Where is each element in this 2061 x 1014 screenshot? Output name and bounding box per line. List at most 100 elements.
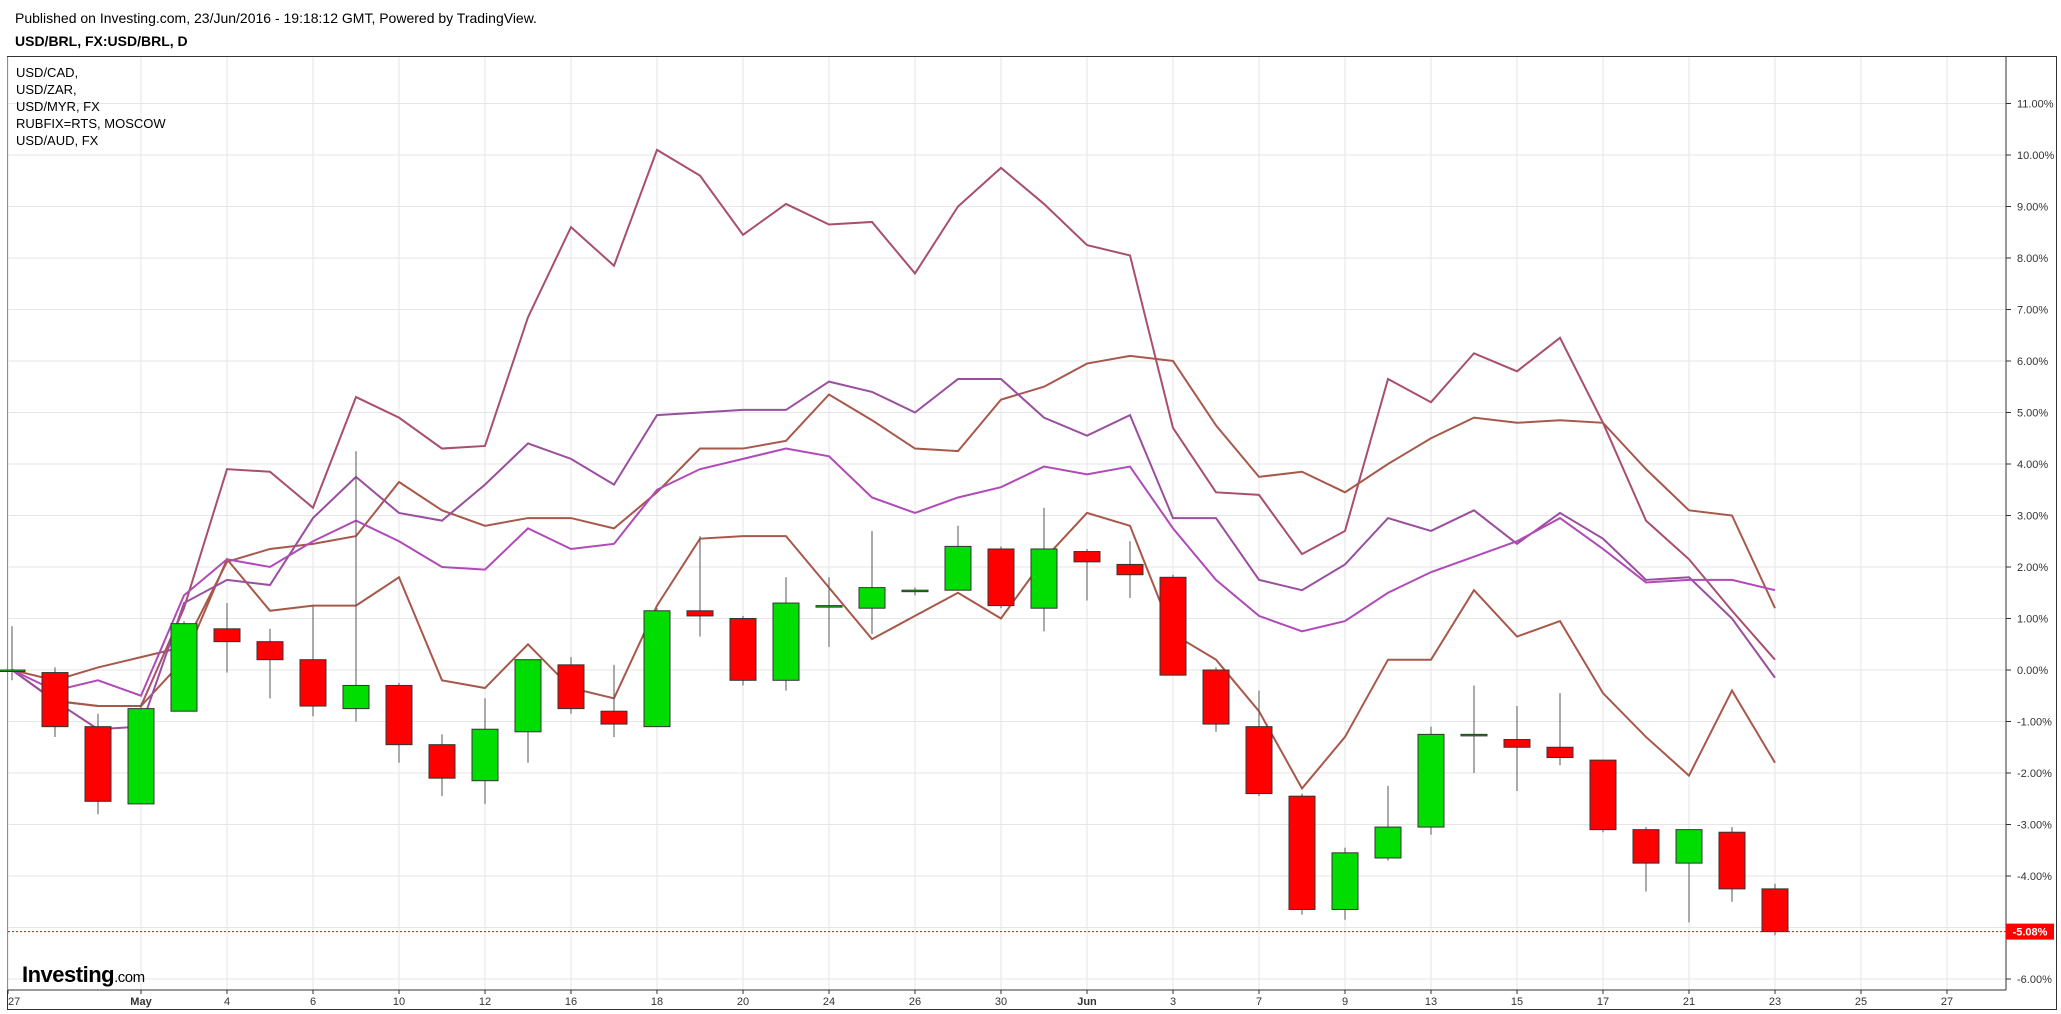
x-tick-label: 21 bbox=[1683, 996, 1695, 1008]
candle-body bbox=[557, 664, 585, 710]
candle-body bbox=[1245, 726, 1273, 795]
candle-body bbox=[1503, 739, 1531, 748]
y-tick-label: 5.00% bbox=[2017, 408, 2048, 420]
candle bbox=[1374, 785, 1402, 861]
candle-body bbox=[1030, 548, 1058, 609]
investing-logo[interactable]: Investing.com bbox=[22, 962, 145, 988]
candle-body bbox=[256, 641, 284, 661]
candle bbox=[1073, 548, 1101, 601]
legend-item[interactable]: USD/ZAR, bbox=[16, 82, 77, 97]
current-price-label: -5.08% bbox=[2013, 927, 2048, 939]
candle bbox=[299, 605, 327, 717]
candle-body bbox=[385, 684, 413, 746]
x-tick-label: 27 bbox=[1941, 996, 1953, 1008]
candle-body bbox=[901, 589, 929, 593]
x-tick-label: 23 bbox=[1769, 996, 1781, 1008]
candle bbox=[600, 664, 628, 737]
comparison-series-line bbox=[11, 378, 1776, 731]
y-tick-label: 10.00% bbox=[2017, 150, 2055, 162]
x-tick-label: 7 bbox=[1256, 996, 1262, 1008]
y-tick-label: 6.00% bbox=[2017, 356, 2048, 368]
candle bbox=[815, 577, 843, 647]
y-tick-label: -4.00% bbox=[2017, 871, 2052, 883]
x-axis: 27 May 4 6 10 12 16 18 20 24 26 30 Jun 3 7 9 13 15 17 21 23 2… bbox=[7, 989, 2006, 1008]
y-tick-label: 0.00% bbox=[2017, 665, 2048, 677]
candle-body bbox=[858, 587, 886, 609]
logo-suffix: .com bbox=[114, 969, 145, 986]
candle-body bbox=[686, 610, 714, 617]
candle bbox=[1589, 759, 1617, 833]
candle bbox=[256, 628, 284, 699]
comparison-series bbox=[11, 148, 1776, 791]
candle bbox=[0, 626, 26, 681]
x-tick-label: 25 bbox=[1855, 996, 1867, 1008]
candle bbox=[127, 703, 155, 805]
legend-item[interactable]: USD/AUD, FX bbox=[16, 133, 99, 148]
candle bbox=[213, 603, 241, 673]
current-price-badge bbox=[2006, 923, 2054, 940]
legend-item[interactable]: USD/CAD, bbox=[16, 65, 79, 80]
y-tick-label: 3.00% bbox=[2017, 511, 2048, 523]
candle-body bbox=[1331, 852, 1359, 910]
candle-body bbox=[299, 659, 327, 707]
candle bbox=[1675, 829, 1703, 923]
candle-body bbox=[600, 710, 628, 725]
y-axis: 11.00% 10.00% 9.00% 8.00% 7.00% 6.00% 5.00% 4.0… bbox=[2005, 57, 2055, 990]
candle-body bbox=[1116, 563, 1144, 576]
published-info: Published on Investing.com, 23/Jun/2016 … bbox=[15, 10, 537, 26]
candle bbox=[1460, 685, 1488, 773]
x-tick-label: Jun bbox=[1077, 996, 1097, 1008]
candle bbox=[557, 657, 585, 714]
candle-body bbox=[84, 726, 112, 802]
candle bbox=[686, 536, 714, 637]
candle-body bbox=[643, 610, 671, 728]
x-tick-label: 24 bbox=[823, 996, 835, 1008]
y-tick-label: -3.00% bbox=[2017, 820, 2052, 832]
x-tick-label: 17 bbox=[1597, 996, 1609, 1008]
candle-body bbox=[170, 623, 198, 712]
x-tick-label: May bbox=[130, 996, 152, 1008]
candle-body bbox=[1288, 795, 1316, 910]
candle-body bbox=[1718, 831, 1746, 890]
comparison-series-line bbox=[11, 511, 1776, 791]
x-tick-label: 18 bbox=[651, 996, 663, 1008]
candle bbox=[1202, 667, 1230, 732]
candle bbox=[1761, 883, 1789, 936]
candle-body bbox=[342, 684, 370, 710]
y-tick-label: 9.00% bbox=[2017, 202, 2048, 214]
candle bbox=[1718, 827, 1746, 902]
current-price-marker: -5.08% bbox=[8, 923, 2054, 940]
y-tick-label: 7.00% bbox=[2017, 305, 2048, 317]
candle-body bbox=[729, 618, 757, 681]
candle bbox=[170, 621, 198, 712]
candle bbox=[84, 713, 112, 815]
y-tick-label: 1.00% bbox=[2017, 614, 2048, 626]
y-tick-label: -6.00% bbox=[2017, 974, 2052, 986]
y-tick-label: 8.00% bbox=[2017, 253, 2048, 265]
candle-body bbox=[944, 545, 972, 591]
symbol-title: USD/BRL, FX:USD/BRL, D bbox=[15, 33, 188, 49]
legend-item[interactable]: USD/MYR, FX bbox=[16, 99, 100, 114]
candle-body bbox=[1073, 551, 1101, 563]
y-tick-label: 2.00% bbox=[2017, 562, 2048, 574]
candle bbox=[1245, 690, 1273, 797]
x-tick-label: 9 bbox=[1342, 996, 1348, 1008]
legend: USD/CAD, USD/ZAR, USD/MYR, FX RUBFIX=RTS… bbox=[16, 64, 166, 149]
candles bbox=[0, 451, 1789, 936]
candle-body bbox=[1202, 669, 1230, 725]
legend-item[interactable]: RUBFIX=RTS, MOSCOW bbox=[16, 116, 166, 131]
x-tick-label: 27 bbox=[8, 996, 20, 1008]
candle bbox=[1632, 827, 1660, 892]
candle-body bbox=[815, 605, 843, 608]
candle bbox=[41, 667, 69, 737]
candle bbox=[901, 587, 929, 596]
candle-body bbox=[514, 659, 542, 733]
candle-body bbox=[41, 672, 69, 728]
candle-body bbox=[1374, 826, 1402, 859]
candle-body bbox=[1761, 888, 1789, 933]
candle-body bbox=[213, 628, 241, 643]
candle bbox=[1331, 847, 1359, 920]
candle-body bbox=[1546, 746, 1574, 759]
candle bbox=[1503, 706, 1531, 792]
